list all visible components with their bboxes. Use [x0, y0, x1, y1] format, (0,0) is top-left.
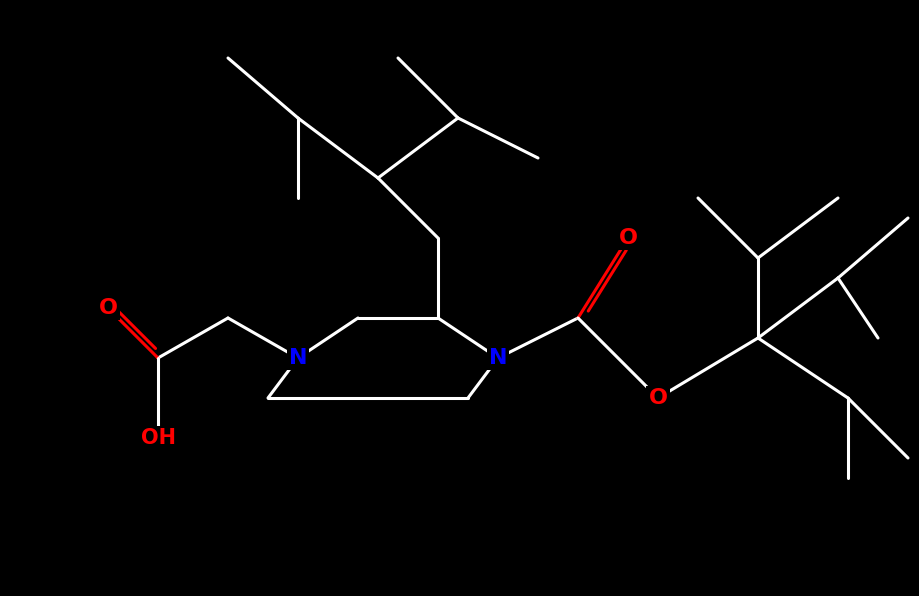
Text: OH: OH: [141, 428, 176, 448]
Text: O: O: [649, 388, 667, 408]
Text: O: O: [618, 228, 638, 248]
Text: N: N: [489, 348, 507, 368]
Text: N: N: [289, 348, 307, 368]
Text: O: O: [98, 298, 118, 318]
